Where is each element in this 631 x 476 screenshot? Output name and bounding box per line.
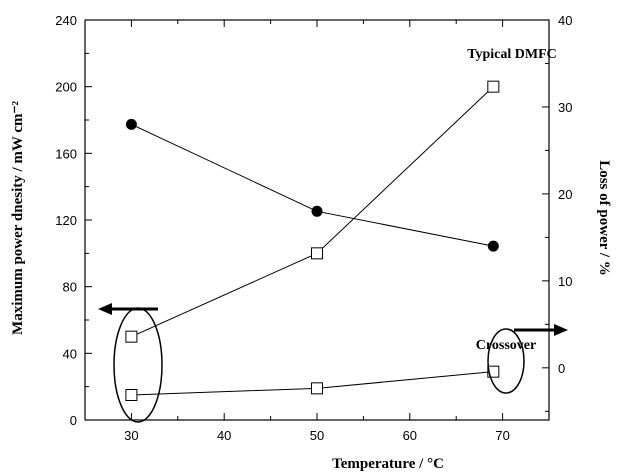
y-right-tick-label: 30 <box>558 100 572 115</box>
highlight-ellipse-left <box>113 307 163 423</box>
data-point <box>487 240 499 252</box>
y-right-tick-label: 20 <box>558 187 572 202</box>
y-axis-left-label: Maximum power dnesity / mW cm⁻² <box>10 101 26 335</box>
data-point <box>311 247 323 260</box>
tick-marks <box>85 19 549 421</box>
y-left-tick-label: 80 <box>63 280 77 295</box>
data-point <box>125 118 137 130</box>
x-tick-label: 70 <box>495 428 509 443</box>
data-point <box>125 330 138 343</box>
x-axis-label: Temperature / °C <box>332 456 444 472</box>
x-tick-label: 30 <box>124 428 138 443</box>
annotation-crossover: Crossover <box>476 338 536 353</box>
series <box>125 80 500 401</box>
x-tick-label: 40 <box>217 428 231 443</box>
annotation-typical-dmfc: Typical DMFC <box>467 47 557 62</box>
highlight-ellipse-right <box>487 328 525 394</box>
y-right-tick-label: 0 <box>558 361 565 376</box>
series-2 <box>125 118 499 252</box>
x-tick-label: 50 <box>310 428 324 443</box>
series-0 <box>125 80 500 343</box>
y-left-tick-label: 0 <box>70 413 77 428</box>
y-left-tick-label: 120 <box>55 213 77 228</box>
data-point <box>487 80 500 93</box>
x-tick-label: 60 <box>403 428 417 443</box>
y-left-tick-label: 40 <box>63 346 77 361</box>
arrow-right-axis <box>514 324 568 336</box>
y-axis-right-label: Loss of power / % <box>596 160 612 276</box>
y-right-tick-label: 40 <box>558 13 572 28</box>
y-left-tick-label: 240 <box>55 13 77 28</box>
arrow-left-axis <box>98 303 158 315</box>
data-point <box>125 389 138 401</box>
data-point <box>487 365 500 378</box>
axes <box>84 19 550 421</box>
data-point <box>311 382 323 395</box>
data-point <box>311 205 323 217</box>
plot-frame <box>84 19 550 421</box>
y-right-tick-label: 10 <box>558 274 572 289</box>
y-left-tick-label: 200 <box>55 80 77 95</box>
series-1 <box>125 365 500 401</box>
series-line <box>131 123 494 247</box>
y-left-tick-label: 160 <box>55 146 77 161</box>
tick-labels: 30 40 50 60 70 0 40 80 120 160 200 240 0 10 20 30 40 <box>55 13 572 443</box>
